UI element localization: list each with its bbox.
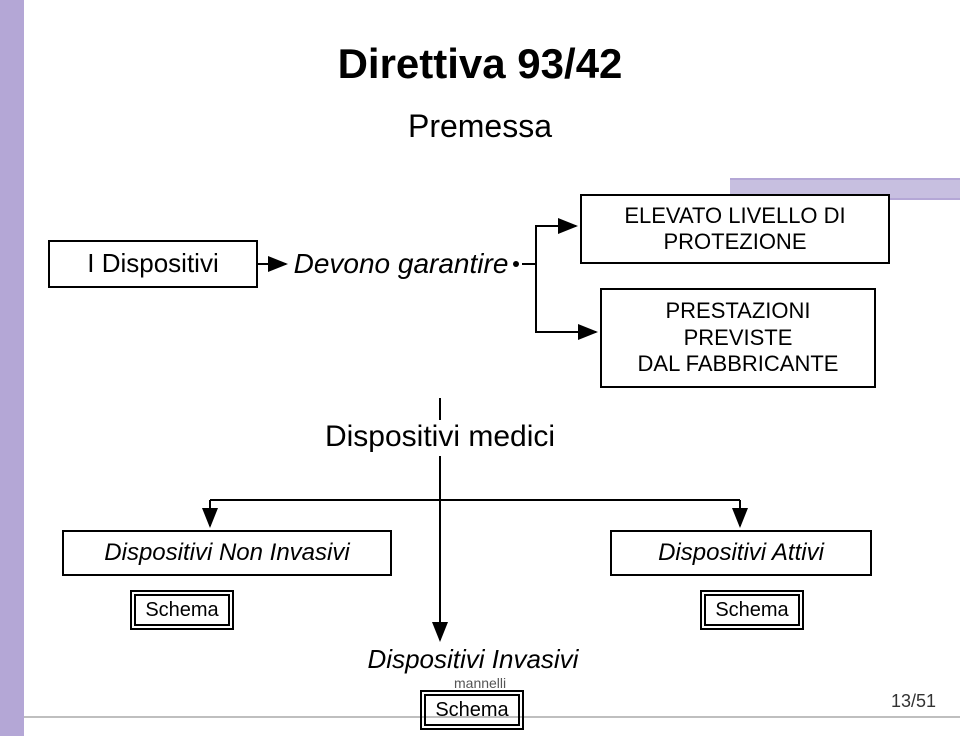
label-dispositivi-medici: Dispositivi medici (310, 420, 570, 454)
box-protezione-line2: PROTEZIONE (663, 229, 806, 255)
schema-box-left: Schema (130, 590, 234, 630)
schema-box-bottom-inner: Schema (424, 694, 520, 726)
box-non-invasivi: Dispositivi Non Invasivi (62, 530, 392, 576)
box-dispositivi-label: I Dispositivi (87, 248, 218, 279)
schema-box-right: Schema (700, 590, 804, 630)
page-subtitle: Premessa (0, 108, 960, 145)
box-protezione-line1: ELEVATO LIVELLO DI (624, 203, 845, 229)
footer-author: mannelli (454, 675, 506, 691)
schema-box-left-inner: Schema (134, 594, 230, 626)
slide-root: Direttiva 93/42 Premessa I Dispositivi D… (0, 0, 960, 736)
box-attivi-label: Dispositivi Attivi (658, 539, 824, 568)
box-prestazioni-line3: DAL FABBRICANTE (638, 351, 839, 377)
box-dispositivi: I Dispositivi (48, 240, 258, 288)
schema-box-right-label: Schema (715, 599, 788, 622)
box-prestazioni-line2: PREVISTE (684, 325, 793, 351)
page-title: Direttiva 93/42 (0, 40, 960, 88)
schema-box-right-inner: Schema (704, 594, 800, 626)
schema-box-left-label: Schema (145, 599, 218, 622)
box-prestazioni-line1: PRESTAZIONI (665, 298, 810, 324)
box-non-invasivi-label: Dispositivi Non Invasivi (104, 539, 349, 568)
schema-box-bottom: Schema (420, 690, 524, 730)
box-protezione: ELEVATO LIVELLO DI PROTEZIONE (580, 194, 890, 264)
label-invasivi-text: Dispositivi Invasivi (368, 644, 579, 674)
box-prestazioni: PRESTAZIONI PREVISTE DAL FABBRICANTE (600, 288, 876, 388)
page-number: 13/51 (891, 691, 936, 712)
label-garantire: Devono garantire (288, 248, 514, 280)
schema-box-bottom-label: Schema (435, 699, 508, 722)
box-attivi: Dispositivi Attivi (610, 530, 872, 576)
label-garantire-text: Devono garantire (294, 248, 509, 279)
label-dispositivi-medici-text: Dispositivi medici (325, 420, 555, 453)
label-invasivi: Dispositivi Invasivi (334, 644, 612, 675)
